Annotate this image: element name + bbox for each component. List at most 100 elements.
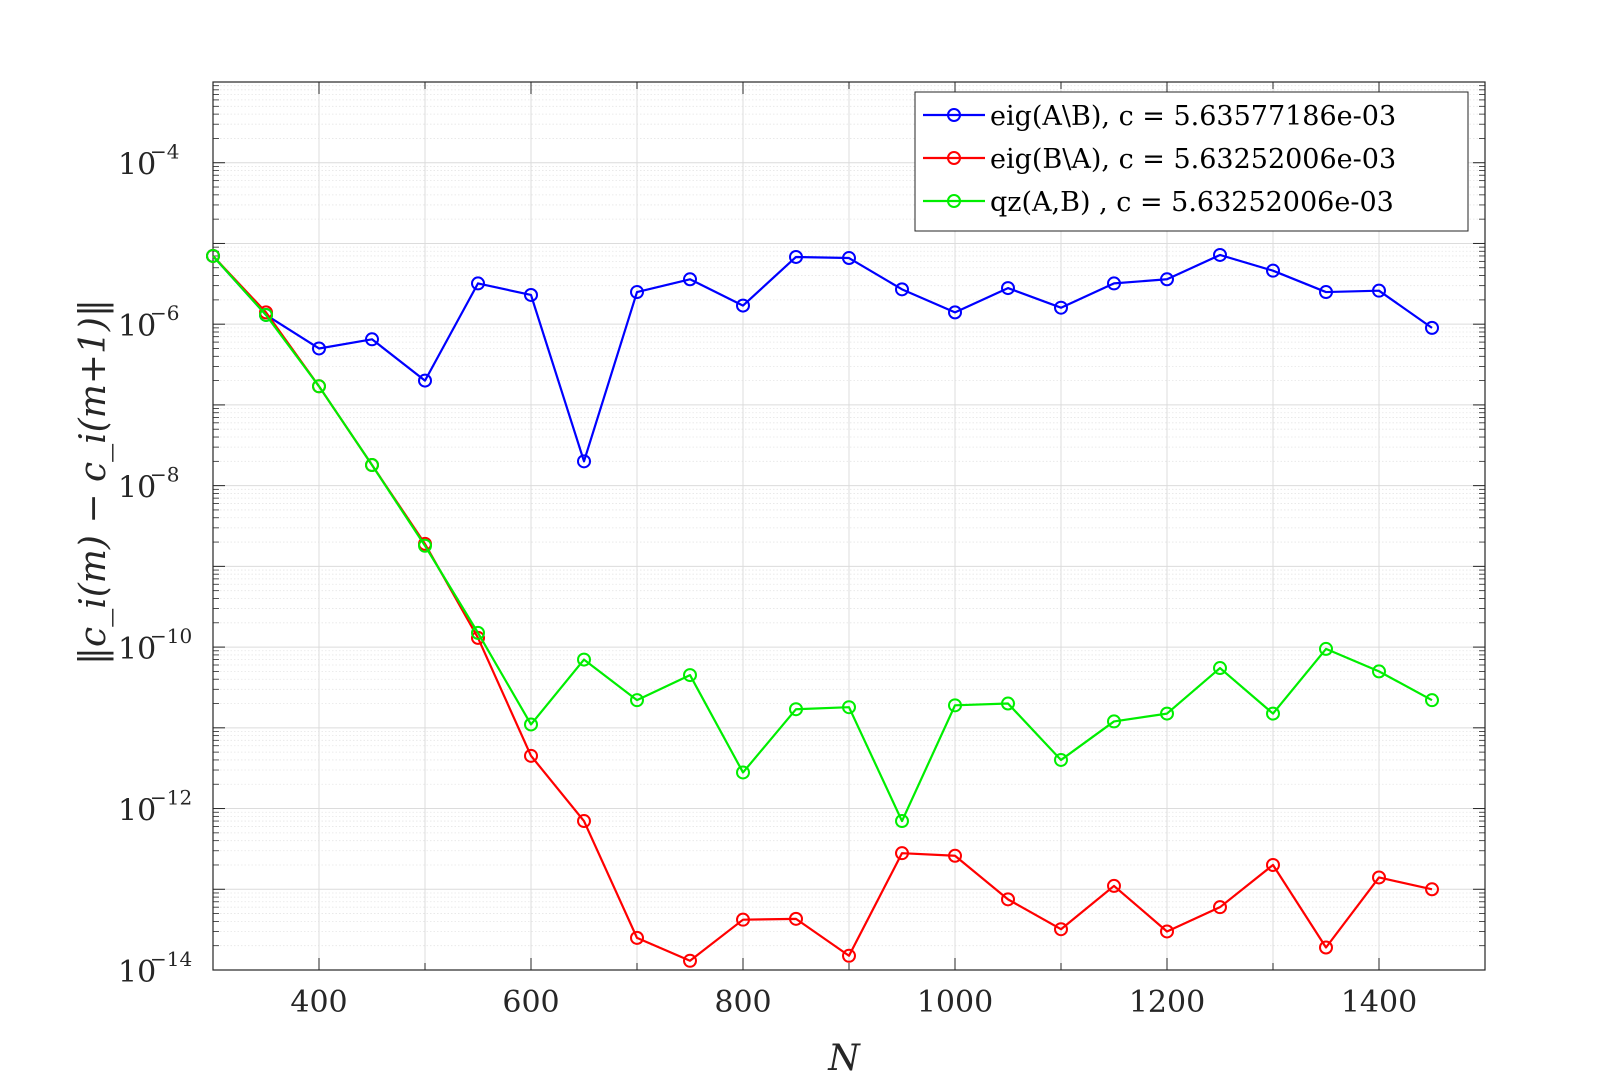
data-point: [1319, 940, 1333, 955]
data-point: [736, 298, 750, 313]
data-point: [365, 458, 379, 473]
x-tick-label: 1400: [1341, 985, 1417, 1020]
data-point: [471, 625, 485, 640]
data-point: [842, 700, 856, 715]
data-point: [630, 285, 644, 300]
data-point: [1425, 693, 1439, 708]
legend-marker: [947, 151, 961, 165]
data-point: [471, 276, 485, 291]
data-point: [1266, 857, 1280, 872]
data-point: [842, 251, 856, 266]
data-point: [1160, 924, 1174, 939]
y-tick-base: 10: [118, 148, 156, 183]
data-point: [577, 454, 591, 469]
legend-entry-2: eig(B\A), c = 5.63252006e-03: [923, 144, 1396, 175]
data-point: [1319, 641, 1333, 656]
data-point: [948, 698, 962, 713]
x-tick-labels: 400 600 800 1000 1200 1400: [290, 985, 1417, 1020]
x-axis-label: N: [827, 1038, 861, 1079]
y-tick-label: 10−4: [118, 140, 179, 183]
y-tick-exponent: −12: [150, 786, 192, 810]
series-3: [206, 248, 1439, 829]
data-point: [948, 305, 962, 320]
data-point: [736, 765, 750, 780]
data-point: [1319, 285, 1333, 300]
data-point: [524, 287, 538, 302]
data-point: [1001, 892, 1015, 907]
y-tick-label: 10−14: [118, 947, 192, 990]
data-point: [630, 693, 644, 708]
data-point: [1160, 272, 1174, 287]
x-tick-label: 800: [714, 985, 771, 1020]
data-point: [789, 249, 803, 264]
data-point: [1107, 878, 1121, 893]
data-point: [1054, 300, 1068, 315]
data-point: [418, 538, 432, 553]
y-tick-label: 10−12: [118, 786, 192, 829]
data-point: [1001, 281, 1015, 296]
x-tick-label: 600: [502, 985, 559, 1020]
y-tick-label: 10−6: [118, 301, 179, 344]
y-axis-label: ‖c_i(m) − c_i(m+1)‖: [73, 299, 114, 665]
data-point: [524, 748, 538, 763]
legend-entry-1: eig(A\B), c = 5.63577186e-03: [923, 101, 1396, 132]
y-tick-base: 10: [118, 794, 156, 829]
data-point: [895, 846, 909, 861]
data-point: [1054, 922, 1068, 937]
data-point: [789, 911, 803, 926]
legend-entry-3: qz(A,B) , c = 5.63252006e-03: [923, 187, 1394, 218]
x-tick-label: 400: [290, 985, 347, 1020]
data-point: [1372, 870, 1386, 885]
y-tick-exponent: −10: [150, 624, 192, 648]
x-tick-label: 1200: [1129, 985, 1205, 1020]
data-point: [683, 668, 697, 683]
data-point: [630, 930, 644, 945]
data-point: [895, 814, 909, 829]
data-point: [683, 953, 697, 968]
data-point: [683, 272, 697, 287]
data-point: [1160, 706, 1174, 721]
legend: eig(A\B), c = 5.63577186e-03 eig(B\A), c …: [914, 91, 1469, 232]
data-point: [948, 848, 962, 863]
data-point: [577, 814, 591, 829]
data-point: [1266, 706, 1280, 721]
y-tick-base: 10: [118, 955, 156, 990]
data-point: [206, 248, 220, 263]
legend-label: eig(A\B), c = 5.63577186e-03: [990, 101, 1396, 132]
data-point: [312, 341, 326, 356]
legend-label: qz(A,B) , c = 5.63252006e-03: [990, 187, 1394, 218]
data-point: [312, 379, 326, 394]
axis-ticks: [213, 81, 1485, 971]
y-tick-base: 10: [118, 309, 156, 344]
y-tick-exponent: −4: [150, 140, 179, 164]
data-point: [524, 717, 538, 732]
data-point: [1425, 320, 1439, 335]
y-tick-base: 10: [118, 471, 156, 506]
data-point: [1213, 900, 1227, 915]
data-point: [1372, 664, 1386, 679]
data-point: [1266, 263, 1280, 278]
x-tick-label: 1000: [917, 985, 993, 1020]
data-point: [1213, 661, 1227, 676]
legend-label: eig(B\A), c = 5.63252006e-03: [990, 144, 1396, 175]
series-line: [212, 255, 1433, 823]
data-point: [789, 702, 803, 717]
series-lines: [206, 247, 1439, 968]
y-axis-label-text: ‖c_i(m) − c_i(m+1)‖: [73, 299, 114, 665]
data-point: [365, 332, 379, 347]
data-point: [1425, 882, 1439, 897]
legend-marker: [947, 108, 961, 122]
data-point: [577, 652, 591, 667]
y-tick-label: 10−8: [118, 463, 179, 506]
data-point: [842, 948, 856, 963]
legend-marker: [947, 194, 961, 208]
data-point: [1372, 283, 1386, 298]
data-point: [1107, 276, 1121, 291]
y-tick-exponent: −8: [150, 463, 179, 487]
data-point: [1001, 696, 1015, 711]
y-tick-exponent: −6: [150, 301, 179, 325]
data-point: [895, 282, 909, 297]
data-point: [1107, 714, 1121, 729]
